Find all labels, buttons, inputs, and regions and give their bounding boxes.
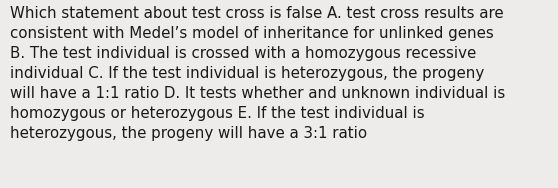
Text: Which statement about test cross is false A. test cross results are
consistent w: Which statement about test cross is fals… — [10, 6, 506, 141]
